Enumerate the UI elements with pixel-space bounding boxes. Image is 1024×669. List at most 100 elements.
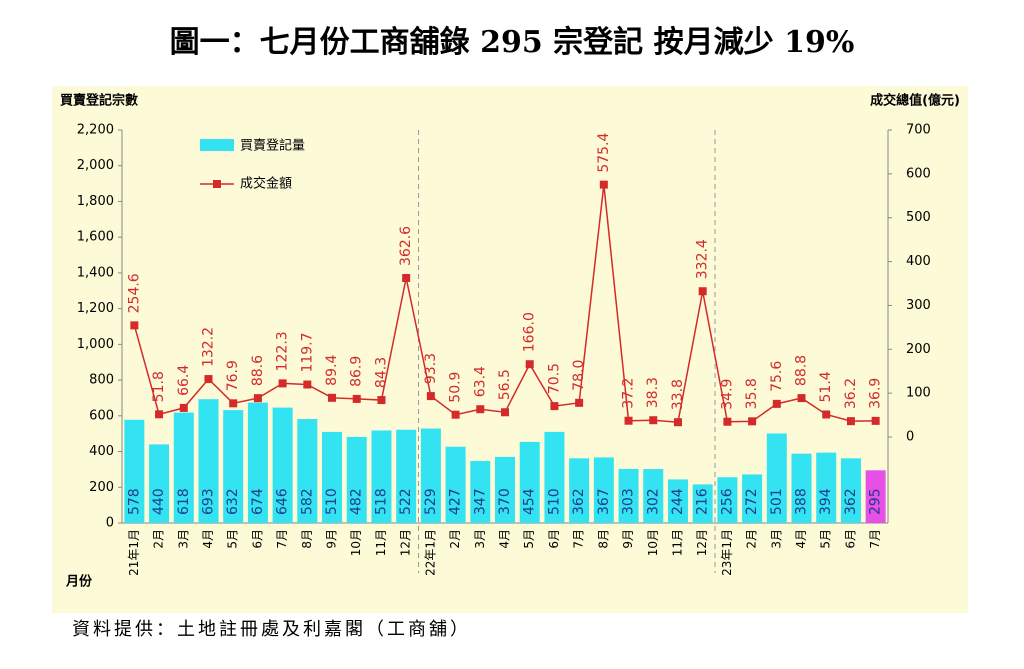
y-tick-label: 0 <box>106 516 114 531</box>
line-label: 36.9 <box>868 378 884 409</box>
line-label: 88.6 <box>250 355 266 386</box>
x-tick-label: 5月 <box>522 529 536 549</box>
legend-label: 買賣登記量 <box>240 138 305 154</box>
y2-tick-label: 400 <box>906 254 931 269</box>
x-tick-label: 3月 <box>176 529 190 549</box>
x-tick-label: 6月 <box>547 529 561 549</box>
line-label: 84.3 <box>373 357 389 388</box>
line-label: 66.4 <box>176 365 192 396</box>
line-marker <box>525 360 534 369</box>
line-marker <box>871 416 880 425</box>
bar-label: 482 <box>349 488 365 515</box>
bar-label: 454 <box>522 488 538 515</box>
line-marker <box>846 417 855 426</box>
x-tick-label: 4月 <box>498 529 512 549</box>
bar <box>717 477 738 523</box>
plot-background <box>52 86 968 613</box>
y2-tick-label: 0 <box>906 430 914 445</box>
bar-label: 440 <box>151 488 167 515</box>
line-marker <box>772 399 781 408</box>
bar-label: 303 <box>621 488 637 515</box>
line-label: 70.5 <box>546 363 562 394</box>
x-tick-label: 9月 <box>325 529 339 549</box>
y-tick-label: 2,000 <box>77 158 114 173</box>
bar <box>173 412 194 523</box>
bar-label: 510 <box>324 488 340 515</box>
y2-axis-label: 成交總值(億元) <box>870 93 960 109</box>
legend-label: 成交金額 <box>240 176 292 192</box>
bar <box>569 458 590 523</box>
x-tick-label: 4月 <box>794 529 808 549</box>
line-label: 37.2 <box>621 378 637 409</box>
line-marker <box>599 180 608 189</box>
x-tick-label: 8月 <box>596 529 610 549</box>
line-label: 75.6 <box>769 361 785 392</box>
line-label: 50.9 <box>448 372 464 403</box>
y-tick-label: 1,000 <box>77 337 114 352</box>
bar-label: 244 <box>670 488 686 515</box>
bar <box>816 452 837 523</box>
legend-swatch <box>200 139 234 151</box>
bar <box>223 410 244 523</box>
x-tick-label: 5月 <box>819 529 833 549</box>
bar-label: 367 <box>596 488 612 515</box>
line-marker <box>130 321 139 330</box>
y-tick-label: 1,600 <box>77 230 114 245</box>
line-marker <box>377 396 386 405</box>
bar <box>371 430 392 523</box>
line-marker <box>253 394 262 403</box>
bar <box>618 468 639 523</box>
line-label: 63.4 <box>472 366 488 397</box>
line-label: 36.2 <box>843 378 859 409</box>
x-tick-label: 9月 <box>621 529 635 549</box>
line-label: 33.8 <box>670 379 686 410</box>
y-tick-label: 1,200 <box>77 301 114 316</box>
y2-tick-label: 500 <box>906 210 931 225</box>
bar-label: 522 <box>398 488 414 515</box>
line-label: 34.9 <box>719 379 735 410</box>
x-tick-label: 3月 <box>473 529 487 549</box>
x-tick-label: 12月 <box>399 529 413 556</box>
bar <box>593 457 614 523</box>
bar <box>643 469 664 523</box>
bar <box>322 431 343 523</box>
y-tick-label: 600 <box>89 408 114 423</box>
bar <box>420 428 441 523</box>
line-label: 56.5 <box>497 369 513 400</box>
bar-label: 674 <box>250 488 266 515</box>
line-label: 575.4 <box>596 132 612 172</box>
bar-label: 529 <box>423 488 439 515</box>
bar-label: 646 <box>275 488 291 515</box>
y2-tick-label: 300 <box>906 298 931 313</box>
bar <box>495 456 515 523</box>
y-axis-label: 買賣登記宗數 <box>60 93 138 109</box>
bar-label: 518 <box>373 488 389 515</box>
line-label: 38.3 <box>645 377 661 408</box>
line-marker <box>550 402 559 411</box>
legend-marker <box>213 180 221 188</box>
line-label: 132.2 <box>200 327 216 367</box>
line-marker <box>575 398 584 407</box>
bar-label: 510 <box>546 488 562 515</box>
bar-label: 618 <box>176 488 192 515</box>
line-label: 88.8 <box>794 355 810 386</box>
bar-label: 632 <box>225 488 241 515</box>
x-tick-label: 4月 <box>201 529 215 549</box>
bar <box>840 458 861 523</box>
y-tick-label: 800 <box>89 373 114 388</box>
bar-label: 693 <box>200 488 216 515</box>
bar <box>247 402 268 523</box>
x-tick-label: 5月 <box>226 529 240 549</box>
bar <box>149 444 170 523</box>
line-marker <box>426 392 435 401</box>
x-tick-label: 11月 <box>670 529 684 556</box>
line-marker <box>451 410 460 419</box>
line-label: 51.8 <box>151 371 167 402</box>
x-tick-label: 3月 <box>769 529 783 549</box>
bar-label: 272 <box>744 488 760 515</box>
line-label: 35.8 <box>744 378 760 409</box>
bar-label: 302 <box>645 488 661 515</box>
line-marker <box>328 393 337 402</box>
bar <box>198 399 219 523</box>
bar <box>865 470 886 523</box>
